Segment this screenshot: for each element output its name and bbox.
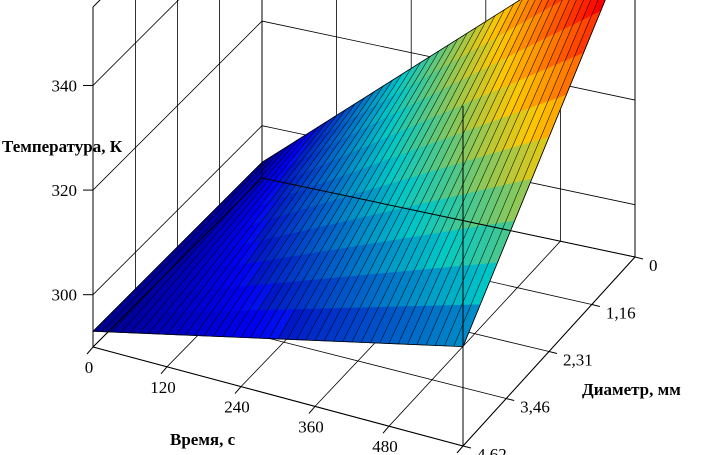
mesh-line <box>407 0 563 345</box>
y-tick-mark <box>462 445 472 449</box>
surface-layer <box>92 0 606 348</box>
x-tick-mark <box>234 386 242 394</box>
mesh-line <box>286 38 459 340</box>
grid-line <box>92 0 180 86</box>
mesh-line <box>185 103 356 336</box>
z-tick-label: 340 <box>52 76 78 95</box>
box-layer <box>92 0 636 447</box>
x-tick-mark <box>86 346 94 355</box>
mesh-line <box>296 32 468 340</box>
mesh-line <box>333 9 505 342</box>
y-tick-label: 0 <box>649 256 658 275</box>
mesh-line <box>305 27 477 341</box>
mesh-line <box>203 91 375 337</box>
mesh-line <box>129 138 300 334</box>
mesh-line <box>360 0 529 343</box>
y-axis-title: Диаметр, мм <box>582 380 681 399</box>
z-axis-title: Температура, К <box>2 137 123 156</box>
z-tick-label: 320 <box>52 181 78 200</box>
x-tick-label: 0 <box>85 358 94 377</box>
mesh-line <box>323 15 496 342</box>
x-tick-mark <box>456 445 464 454</box>
mesh-line <box>453 0 599 347</box>
mesh-line <box>148 126 319 334</box>
y-tick-label: 4,62 <box>477 445 507 455</box>
y-tick-label: 1,16 <box>606 303 636 322</box>
mesh-line <box>139 132 309 334</box>
y-tick-label: 3,46 <box>520 398 550 417</box>
mesh-line <box>268 50 440 339</box>
grid-line <box>92 20 263 191</box>
grid-line <box>92 125 263 295</box>
mesh-line <box>314 21 487 341</box>
mesh-line <box>397 0 556 345</box>
mesh-line <box>416 0 570 345</box>
mesh-line <box>111 150 281 333</box>
y-tick-mark <box>591 303 600 307</box>
mesh-line <box>176 109 347 335</box>
box-edge <box>92 346 464 447</box>
mesh-line <box>277 44 449 340</box>
mesh-line <box>231 74 403 338</box>
x-tick-mark <box>382 425 390 434</box>
x-tick-label: 240 <box>224 398 250 417</box>
mesh-line <box>249 62 421 338</box>
mesh-line <box>157 121 328 335</box>
mesh-line <box>102 156 272 332</box>
mesh-line <box>351 0 523 343</box>
mesh-line <box>213 85 384 337</box>
y-tick-mark <box>548 351 558 354</box>
mesh-line <box>425 0 577 346</box>
box-edge <box>92 177 263 348</box>
mesh-line <box>444 0 591 346</box>
mesh-line <box>370 0 536 343</box>
y-tick-label: 2,31 <box>563 351 593 370</box>
z-tick-label: 300 <box>52 286 78 305</box>
mesh-line <box>166 115 337 335</box>
mesh-line <box>379 0 543 344</box>
x-tick-label: 120 <box>150 378 176 397</box>
x-tick-label: 480 <box>372 437 398 455</box>
mesh-line <box>342 3 515 342</box>
x-axis-title: Время, с <box>170 430 236 449</box>
mesh-line <box>434 0 584 346</box>
mesh-line <box>222 79 393 337</box>
y-tick-mark <box>634 256 644 260</box>
mesh-line <box>259 56 431 339</box>
mesh-line <box>388 0 549 344</box>
box-edge <box>261 177 636 258</box>
x-tick-label: 360 <box>298 417 324 436</box>
x-tick-mark <box>160 366 168 375</box>
mesh-line <box>194 97 365 336</box>
y-tick-mark <box>506 398 515 402</box>
x-tick-mark <box>308 406 316 414</box>
tick-layer: 300320340012024036048060001,162,313,464,… <box>52 76 658 455</box>
mesh-line <box>240 68 412 338</box>
